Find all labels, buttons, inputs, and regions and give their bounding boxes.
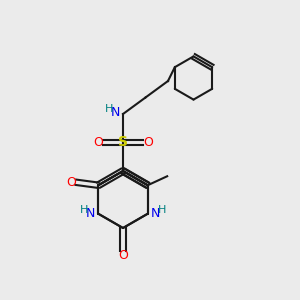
Text: O: O — [118, 249, 128, 262]
Text: O: O — [93, 136, 103, 149]
Text: N: N — [111, 106, 120, 119]
Text: S: S — [118, 136, 128, 149]
Text: N: N — [151, 207, 160, 220]
Text: O: O — [66, 176, 76, 189]
Text: H: H — [105, 103, 113, 114]
Text: H: H — [158, 205, 166, 215]
Text: H: H — [80, 205, 88, 215]
Text: O: O — [143, 136, 153, 149]
Text: N: N — [86, 207, 95, 220]
